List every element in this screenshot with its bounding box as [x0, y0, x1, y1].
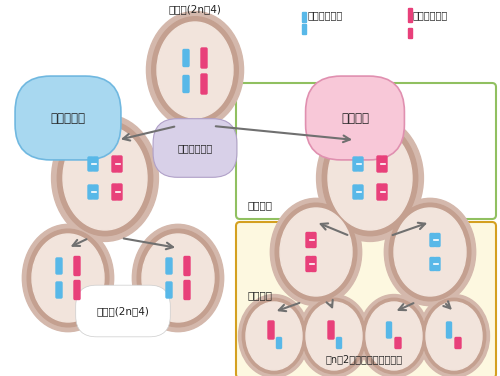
FancyBboxPatch shape: [74, 256, 80, 276]
FancyBboxPatch shape: [56, 282, 62, 298]
FancyBboxPatch shape: [112, 156, 117, 172]
Ellipse shape: [394, 208, 466, 296]
Text: 娘細胞(2n＝4): 娘細胞(2n＝4): [96, 306, 150, 316]
FancyBboxPatch shape: [236, 222, 496, 376]
FancyBboxPatch shape: [276, 338, 281, 349]
Ellipse shape: [22, 224, 114, 332]
Ellipse shape: [142, 234, 214, 322]
FancyBboxPatch shape: [311, 256, 316, 271]
FancyBboxPatch shape: [408, 29, 412, 38]
FancyBboxPatch shape: [183, 76, 189, 92]
FancyBboxPatch shape: [455, 338, 461, 349]
FancyBboxPatch shape: [306, 256, 311, 271]
FancyBboxPatch shape: [93, 185, 98, 199]
Ellipse shape: [384, 198, 476, 306]
FancyBboxPatch shape: [353, 157, 358, 171]
Text: 染色体の複製: 染色体の複製: [178, 143, 212, 153]
FancyBboxPatch shape: [201, 74, 207, 94]
Ellipse shape: [426, 302, 482, 370]
Ellipse shape: [302, 298, 366, 374]
FancyBboxPatch shape: [435, 258, 440, 270]
Ellipse shape: [132, 224, 224, 332]
FancyBboxPatch shape: [201, 48, 207, 68]
FancyBboxPatch shape: [74, 280, 80, 300]
Ellipse shape: [322, 120, 418, 236]
FancyBboxPatch shape: [382, 184, 387, 200]
Ellipse shape: [238, 294, 310, 376]
FancyBboxPatch shape: [93, 157, 98, 171]
Text: 母方の染色体: 母方の染色体: [413, 10, 448, 20]
FancyBboxPatch shape: [435, 233, 440, 247]
Ellipse shape: [246, 302, 302, 370]
Ellipse shape: [316, 115, 424, 241]
Ellipse shape: [58, 120, 152, 236]
FancyBboxPatch shape: [353, 185, 358, 199]
FancyBboxPatch shape: [268, 321, 274, 339]
FancyBboxPatch shape: [358, 185, 363, 199]
FancyBboxPatch shape: [117, 184, 122, 200]
Ellipse shape: [27, 229, 109, 327]
FancyBboxPatch shape: [306, 232, 311, 247]
Ellipse shape: [157, 22, 233, 118]
Ellipse shape: [152, 17, 238, 123]
FancyBboxPatch shape: [311, 232, 316, 247]
FancyBboxPatch shape: [446, 322, 452, 338]
Ellipse shape: [389, 203, 471, 301]
FancyBboxPatch shape: [377, 156, 382, 172]
Ellipse shape: [146, 11, 244, 129]
Text: 第一分裂: 第一分裂: [248, 200, 273, 210]
Ellipse shape: [32, 234, 104, 322]
FancyBboxPatch shape: [88, 185, 93, 199]
FancyBboxPatch shape: [430, 258, 435, 270]
FancyBboxPatch shape: [395, 338, 401, 349]
Text: 体細胞分裂: 体細胞分裂: [50, 112, 86, 124]
Ellipse shape: [270, 198, 362, 306]
Ellipse shape: [418, 294, 490, 376]
FancyBboxPatch shape: [117, 156, 122, 172]
Text: 減数分裂: 減数分裂: [341, 112, 369, 124]
FancyBboxPatch shape: [183, 50, 189, 67]
Ellipse shape: [422, 298, 486, 374]
Ellipse shape: [63, 126, 147, 230]
FancyBboxPatch shape: [328, 321, 334, 339]
FancyBboxPatch shape: [358, 157, 363, 171]
Text: 第二分裂: 第二分裂: [248, 290, 273, 300]
FancyBboxPatch shape: [386, 322, 392, 338]
FancyBboxPatch shape: [302, 12, 306, 23]
Text: （n＝2）娘細胞（配偶子）: （n＝2）娘細胞（配偶子）: [326, 354, 402, 364]
FancyBboxPatch shape: [166, 258, 172, 274]
Ellipse shape: [366, 302, 422, 370]
Ellipse shape: [137, 229, 219, 327]
FancyBboxPatch shape: [56, 258, 62, 274]
FancyBboxPatch shape: [112, 184, 117, 200]
Text: 母細胞(2n＝4): 母細胞(2n＝4): [168, 4, 222, 14]
FancyBboxPatch shape: [184, 280, 190, 300]
Ellipse shape: [306, 302, 362, 370]
Ellipse shape: [52, 115, 158, 241]
Ellipse shape: [298, 294, 370, 376]
Ellipse shape: [328, 126, 412, 230]
Ellipse shape: [358, 294, 430, 376]
Text: 父方の染色体: 父方の染色体: [308, 10, 343, 20]
FancyBboxPatch shape: [166, 282, 172, 298]
FancyBboxPatch shape: [184, 256, 190, 276]
FancyBboxPatch shape: [430, 233, 435, 247]
Ellipse shape: [280, 208, 352, 296]
Ellipse shape: [242, 298, 306, 374]
Ellipse shape: [275, 203, 357, 301]
FancyBboxPatch shape: [302, 24, 306, 35]
FancyBboxPatch shape: [88, 157, 93, 171]
FancyBboxPatch shape: [382, 156, 387, 172]
FancyBboxPatch shape: [336, 338, 342, 349]
FancyBboxPatch shape: [408, 9, 412, 23]
FancyBboxPatch shape: [377, 184, 382, 200]
Ellipse shape: [362, 298, 426, 374]
